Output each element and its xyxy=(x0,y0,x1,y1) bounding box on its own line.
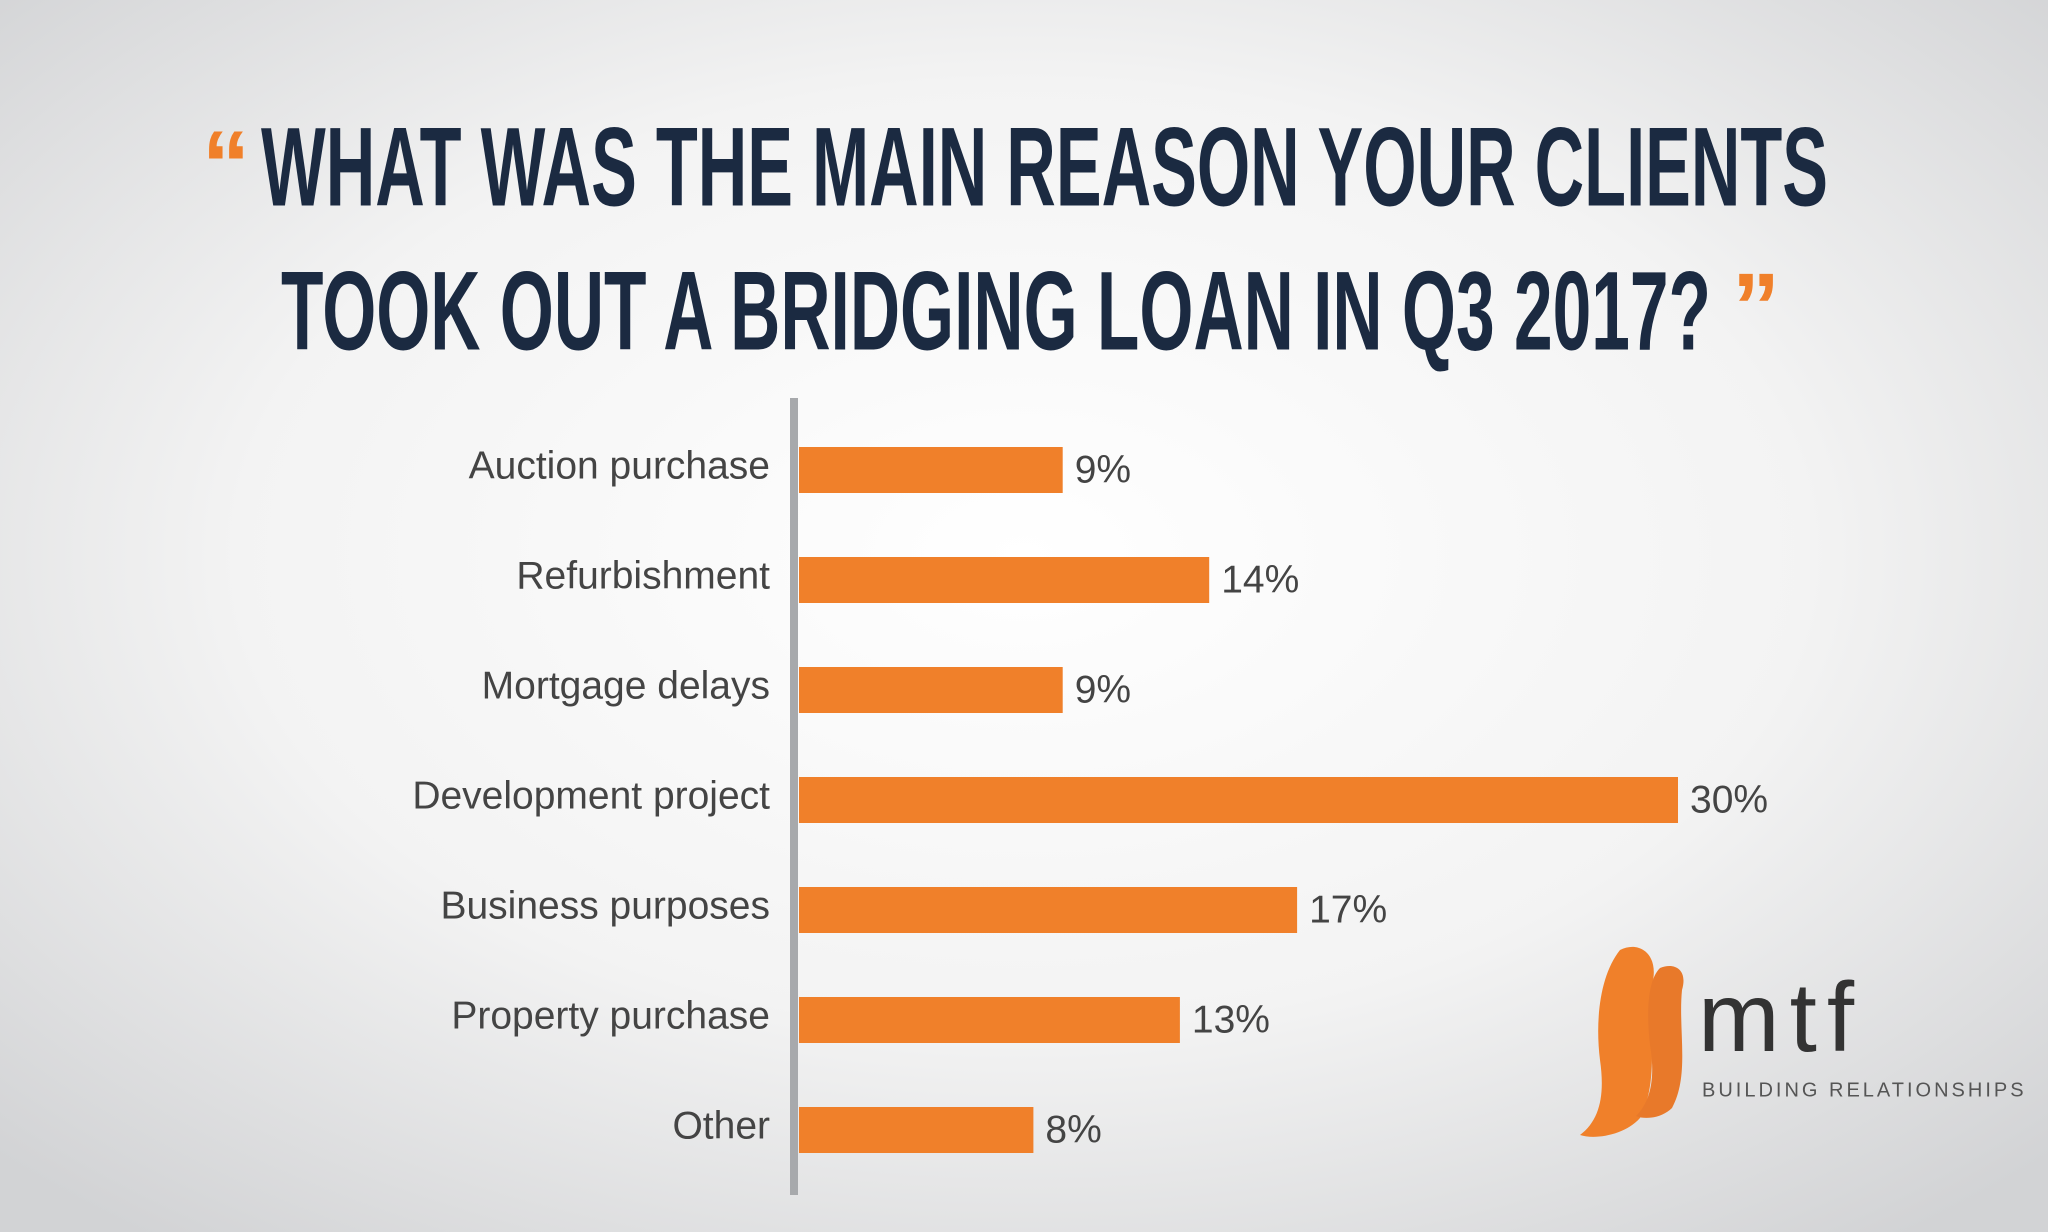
bar xyxy=(799,777,1678,823)
bar xyxy=(799,667,1063,713)
value-label: 8% xyxy=(1045,1108,1101,1151)
value-label: 9% xyxy=(1075,668,1131,711)
category-label: Mortgage delays xyxy=(482,664,770,707)
category-label: Development project xyxy=(412,774,770,817)
chart-title: TOOK OUT A BRIDGING LOAN IN Q3 2017? xyxy=(281,249,1711,374)
logo-name: mtf xyxy=(1698,962,1864,1072)
bar xyxy=(799,997,1180,1043)
penguin-icon xyxy=(1580,946,1654,1137)
category-label: Business purposes xyxy=(440,884,770,927)
axis-line xyxy=(790,398,798,1195)
value-label: 14% xyxy=(1221,558,1299,601)
bar xyxy=(799,887,1298,933)
close-quote: ” xyxy=(1732,253,1780,360)
penguin-icon xyxy=(1636,966,1684,1118)
chart-title: WHAT WAS THE MAIN REASON YOUR CLIENTS xyxy=(261,105,1828,230)
bar xyxy=(799,1107,1034,1153)
bar xyxy=(799,447,1063,493)
value-label: 30% xyxy=(1690,778,1768,821)
category-label: Other xyxy=(672,1104,770,1147)
value-label: 17% xyxy=(1309,888,1387,931)
category-label: Property purchase xyxy=(451,994,770,1037)
bar xyxy=(799,557,1210,603)
logo-tagline: BUILDING RELATIONSHIPS xyxy=(1702,1079,2027,1101)
value-label: 9% xyxy=(1075,448,1131,491)
open-quote: “ xyxy=(202,111,250,218)
logo: mtf BUILDING RELATIONSHIPS xyxy=(1580,946,2027,1137)
category-label: Refurbishment xyxy=(516,554,770,597)
category-label: Auction purchase xyxy=(469,444,770,487)
value-label: 13% xyxy=(1192,998,1270,1041)
